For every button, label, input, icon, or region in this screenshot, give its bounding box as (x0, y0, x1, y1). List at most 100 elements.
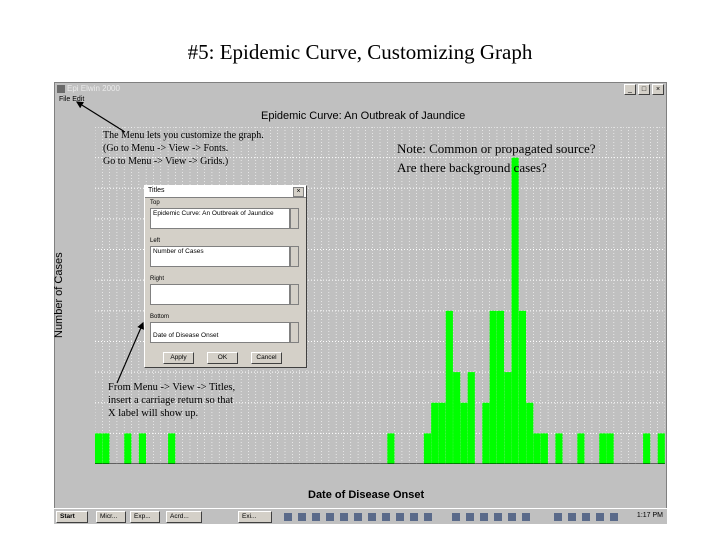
bar (453, 372, 461, 464)
titles-annotation: From Menu -> View -> Titles, insert a ca… (108, 381, 235, 420)
bottom-field-scrollbar[interactable] (290, 322, 299, 343)
start-button[interactable]: Start (56, 511, 88, 523)
bar (555, 433, 563, 464)
note-text: Note: Common or propagated source? Are t… (397, 139, 596, 177)
bar (518, 310, 527, 464)
bar (460, 402, 468, 464)
top-title-field[interactable]: Epidemic Curve: An Outbreak of Jaundice (150, 208, 290, 229)
note-line: Note: Common or propagated source? (397, 141, 596, 156)
bar (606, 433, 614, 464)
right-label: Right (150, 276, 165, 282)
taskbar-item[interactable]: Micr... (96, 511, 126, 523)
tray-icon[interactable] (340, 513, 348, 521)
bar (496, 310, 505, 464)
titles-annotation-line: X label will show up. (108, 408, 199, 419)
bar (168, 433, 176, 464)
right-title-field[interactable] (150, 284, 290, 305)
bar (599, 433, 607, 464)
tray-icon[interactable] (368, 513, 376, 521)
dialog-title-bar[interactable]: Titles × (145, 186, 306, 198)
bar (102, 433, 110, 464)
titles-annotation-line: insert a carriage return so that (108, 395, 234, 406)
taskbar-item[interactable]: Acrd... (166, 511, 202, 523)
bar (124, 433, 132, 464)
app-window: Epi Elwin 2000 _ □ × File Edit Epidemic … (53, 82, 667, 522)
window-controls: _ □ × (624, 84, 664, 95)
tray-icon[interactable] (582, 513, 590, 521)
title-bar[interactable]: Epi Elwin 2000 _ □ × (55, 83, 666, 96)
top-field-scrollbar[interactable] (290, 208, 299, 229)
menu-annotation-line: Go to Menu -> View -> Grids.) (103, 156, 229, 167)
left-title-field[interactable]: Number of Cases (150, 246, 290, 267)
taskbar: Start Micr... Exp... Acrd... Exi... 1:17… (54, 508, 667, 524)
tray-icon[interactable] (284, 513, 292, 521)
left-label: Left (150, 238, 161, 244)
bar (431, 402, 439, 464)
tray-icon[interactable] (596, 513, 604, 521)
bar (533, 433, 541, 464)
bar (643, 433, 651, 464)
tray-icon[interactable] (382, 513, 390, 521)
chart-title: Epidemic Curve: An Outbreak of Jaundice (261, 110, 466, 122)
cancel-button[interactable]: Cancel (251, 352, 282, 364)
app-icon (57, 85, 65, 93)
dialog-close-button[interactable]: × (293, 187, 304, 197)
bar (511, 157, 519, 464)
bar (489, 310, 497, 464)
menu-annotation-line: The Menu lets you customize the graph. (103, 130, 264, 141)
tray-icon[interactable] (312, 513, 320, 521)
tray-icon[interactable] (298, 513, 306, 521)
tray-icon[interactable] (466, 513, 474, 521)
bottom-label: Bottom (150, 314, 170, 320)
titles-arrow (116, 321, 144, 384)
bar (445, 310, 453, 464)
titles-dialog: Titles × Top Epidemic Curve: An Outbreak… (144, 185, 307, 368)
clock: 1:17 PM (636, 512, 663, 519)
tray-icon[interactable] (424, 513, 432, 521)
window-title: Epi Elwin 2000 (67, 84, 120, 93)
annotation-arrows (75, 101, 144, 384)
menu-bar[interactable]: File Edit (55, 96, 666, 106)
tray-icon[interactable] (452, 513, 460, 521)
bar (138, 433, 147, 464)
tray-icon[interactable] (410, 513, 418, 521)
menu-annotation: The Menu lets you customize the graph. (… (103, 129, 264, 168)
taskbar-item[interactable]: Exi... (238, 511, 272, 523)
bar (504, 372, 512, 464)
menu-items[interactable]: File Edit (59, 96, 85, 103)
tray-icon[interactable] (494, 513, 502, 521)
menu-arrow (75, 101, 126, 133)
menu-annotation-line: (Go to Menu -> View -> Fonts. (103, 143, 229, 154)
bar (387, 433, 395, 464)
tray-icon[interactable] (480, 513, 488, 521)
bar (95, 433, 103, 464)
bar (526, 402, 534, 464)
bottom-title-field[interactable]: Date of Disease Onset (150, 322, 290, 343)
maximize-button[interactable]: □ (638, 84, 650, 95)
note-line: Are there background cases? (397, 160, 547, 175)
bar (423, 433, 432, 464)
bar (577, 433, 585, 464)
tray-icon[interactable] (610, 513, 618, 521)
titles-annotation-line: From Menu -> View -> Titles, (108, 382, 236, 393)
ok-button[interactable]: OK (207, 352, 238, 364)
close-button[interactable]: × (652, 84, 664, 95)
slide-title: #5: Epidemic Curve, Customizing Graph (187, 40, 533, 64)
taskbar-item[interactable]: Exp... (130, 511, 160, 523)
left-field-scrollbar[interactable] (290, 246, 299, 267)
tray-icon[interactable] (396, 513, 404, 521)
apply-button[interactable]: Apply (163, 352, 194, 364)
bar (657, 433, 665, 464)
right-field-scrollbar[interactable] (290, 284, 299, 305)
tray-icon[interactable] (354, 513, 362, 521)
dialog-title: Titles (148, 187, 165, 194)
bar (438, 402, 446, 464)
tray-icon[interactable] (554, 513, 562, 521)
tray-icon[interactable] (568, 513, 576, 521)
top-label: Top (150, 200, 160, 206)
tray-icon[interactable] (326, 513, 334, 521)
bar (540, 433, 548, 464)
tray-icon[interactable] (508, 513, 516, 521)
minimize-button[interactable]: _ (624, 84, 636, 95)
tray-icon[interactable] (522, 513, 530, 521)
